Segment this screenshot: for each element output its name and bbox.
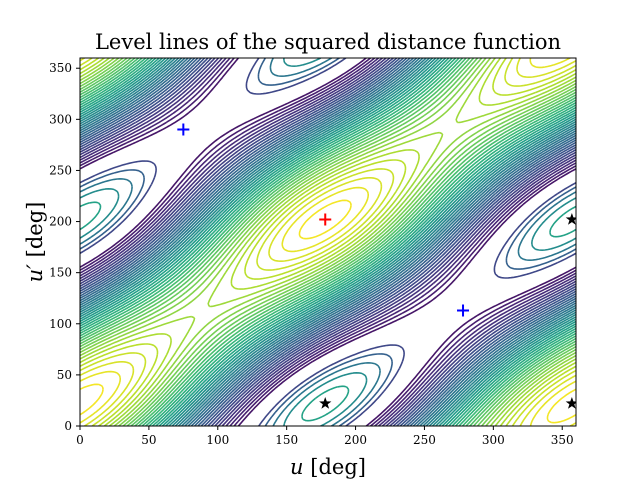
- contour-level: [80, 201, 576, 422]
- x-tick-label: 250: [413, 433, 436, 447]
- contour-level: [80, 58, 576, 426]
- contour-level: [80, 58, 576, 426]
- contour-level: [80, 58, 576, 426]
- contour-level: [80, 58, 576, 426]
- y-axis-var: u′: [23, 264, 47, 283]
- x-tick-label: 100: [206, 433, 229, 447]
- x-tick-label: 200: [344, 433, 367, 447]
- contour-level: [80, 58, 576, 426]
- x-tick-label: 300: [482, 433, 505, 447]
- y-tick-label: 200: [49, 215, 72, 229]
- x-axis-label: u [deg]: [290, 455, 366, 479]
- contour-level: [80, 58, 576, 426]
- contour-level: [80, 58, 576, 426]
- y-tick-label: 0: [64, 419, 72, 433]
- y-axis-unit: [deg]: [23, 202, 47, 258]
- plus-marker: [457, 304, 470, 317]
- contour-level: [80, 58, 576, 426]
- contour-level: [80, 58, 576, 426]
- chart-title: Level lines of the squared distance func…: [95, 30, 561, 54]
- x-axis: 0 50 100 150 200 250 300 350: [76, 426, 574, 447]
- contour-level: [80, 58, 576, 426]
- x-axis-var: u: [290, 455, 304, 479]
- y-tick-label: 300: [49, 112, 72, 126]
- contour-level: [80, 58, 576, 426]
- contour-level: [80, 58, 576, 426]
- y-tick-label: 250: [49, 163, 72, 177]
- star-marker: [565, 213, 576, 225]
- contour-level: [80, 58, 576, 426]
- contour-level: [80, 58, 576, 426]
- y-tick-label: 50: [57, 368, 72, 382]
- y-axis-label: u′ [deg]: [23, 202, 47, 283]
- plus-marker: [319, 213, 332, 226]
- contour-level: [80, 58, 576, 426]
- star-marker: [565, 397, 576, 409]
- contour-level: [80, 58, 576, 426]
- x-tick-label: 50: [141, 433, 156, 447]
- y-tick-label: 100: [49, 317, 72, 331]
- star-marker: [319, 397, 332, 409]
- x-tick-label: 0: [76, 433, 84, 447]
- contour-level: [80, 58, 576, 426]
- contour-level: [80, 58, 576, 426]
- contour-level: [80, 58, 576, 426]
- y-axis: 0 50 100 150 200 250 300 350: [49, 61, 80, 433]
- y-tick-label: 150: [49, 266, 72, 280]
- contour-level: [80, 58, 576, 426]
- contour-level: [80, 58, 576, 426]
- plus-marker: [177, 123, 190, 136]
- contour-lines: [80, 58, 576, 426]
- contour-level: [80, 58, 576, 426]
- contour-level: [80, 58, 576, 426]
- x-tick-label: 350: [551, 433, 574, 447]
- contour-level: [80, 58, 576, 426]
- contour-level: [80, 58, 576, 426]
- contour-level: [80, 199, 576, 424]
- contour-level: [80, 58, 576, 426]
- contour-level: [80, 58, 576, 426]
- axes-frame: [79, 57, 577, 427]
- contour-level: [80, 58, 576, 426]
- x-axis-unit: [deg]: [310, 455, 366, 479]
- y-tick-label: 350: [49, 61, 72, 75]
- markers: [177, 123, 576, 409]
- x-tick-label: 150: [275, 433, 298, 447]
